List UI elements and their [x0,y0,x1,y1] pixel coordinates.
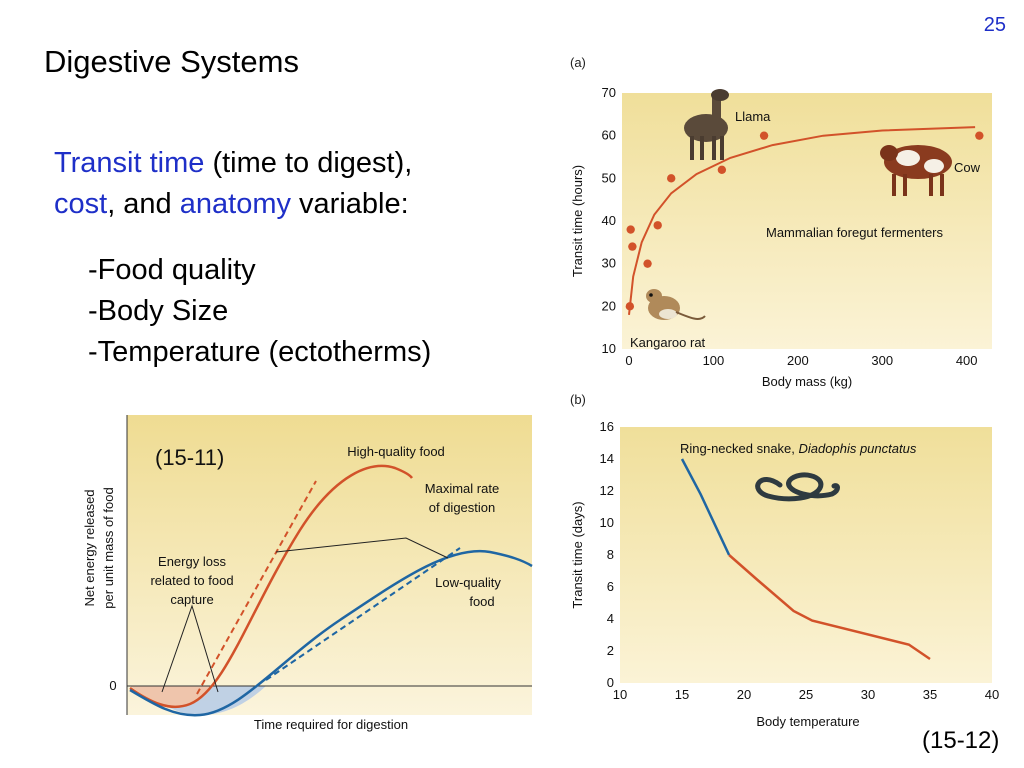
high-quality-tangent [196,480,317,695]
x-axis-label: Body temperature [756,714,859,729]
x-tick-label: 10 [613,687,627,702]
y-tick-label: 12 [600,483,614,498]
y-tick-label: 0 [607,675,614,690]
snake-icon [755,472,840,502]
transit-time-paren: (time to digest), [204,147,413,179]
bullet-item: -Temperature (ectotherms) [88,336,432,368]
high-quality-curve [129,464,414,709]
series-line-high-temp [728,554,931,661]
data-point [667,174,676,183]
x-axis-label: Time required for digestion [254,717,408,732]
kangaroo-rat-icon [646,289,706,320]
y-tick-label: 60 [602,128,616,143]
foregut-label: Mammalian foregut fermenters [766,225,944,240]
y-tick-label: 50 [602,170,616,185]
transit-time-vs-body-mass-chart: 0 100 200 300 400 10 20 30 40 50 60 70 Llama Cow Ma… [570,85,992,389]
zero-label: 0 [109,678,116,693]
max-rate-label-line1: Maximal rate [425,481,499,496]
energy-loss-label-line2: related to food [150,573,233,588]
y-tick-label: 30 [602,256,616,271]
y-axis-label-line1: Net energy released [82,489,97,606]
llama-label: Llama [735,109,771,124]
data-point [759,131,769,140]
x-tick-label: 15 [675,687,689,702]
fig-ref-15-11: (15-11) [155,445,224,470]
x-tick-label: 25 [799,687,813,702]
y-tick-label: 10 [600,515,614,530]
y-tick-label: 8 [607,547,614,562]
y-tick-label: 20 [602,298,616,313]
data-point [628,242,637,251]
energy-loss-label-line1: Energy loss [158,554,226,569]
data-point [975,131,984,140]
x-tick-label: 400 [956,353,978,368]
low-quality-label-line2: food [469,594,494,609]
y-tick-label: 10 [602,341,616,356]
x-tick-label: 35 [923,687,937,702]
high-quality-label: High-quality food [347,444,445,459]
y-axis-label: Transit time (days) [570,501,585,608]
y-tick-label: 70 [602,85,616,100]
transit-time-term: Transit time [54,147,205,179]
transit-time-vs-temperature-chart: 10 15 20 25 30 35 40 0 2 4 6 8 10 12 14 16 Ring-necked … [570,419,999,729]
x-tick-label: 0 [625,353,632,368]
y-tick-label: 2 [607,643,614,658]
snake-label: Ring-necked snake, Diadophis punctatus [680,441,917,456]
slide-title: Digestive Systems [44,44,299,79]
low-quality-label-line1: Low-quality [435,575,501,590]
data-point [653,221,662,230]
y-tick-label: 16 [600,419,614,434]
energy-loss-label-line3: capture [170,592,213,607]
x-axis-label: Body mass (kg) [762,374,852,389]
intro-text: Transit time (time to digest), cost, and… [54,143,412,225]
data-point [643,259,652,268]
anatomy-term: anatomy [179,188,291,220]
plot-background [622,93,992,349]
y-tick-label: 40 [602,213,616,228]
data-point [625,302,635,311]
max-rate-label-line2: of digestion [429,500,496,515]
y-axis-label-line2: per unit mass of food [101,487,116,608]
bullet-item: -Body Size [88,295,229,327]
energy-loss-leader [161,604,219,693]
panel-b-label: (b) [570,392,586,407]
variable-text: variable: [290,188,409,220]
kangaroo-rat-label: Kangaroo rat [630,335,706,350]
plot-background [127,415,532,715]
bullet-item: -Food quality [88,254,256,286]
max-rate-leader [275,537,449,559]
cost-term: cost [54,188,108,220]
y-axis-label: Transit time (hours) [570,165,585,277]
fig-ref-15-12: (15-12) [922,727,1000,754]
panel-a-label: (a) [570,55,586,70]
series-line-low-temp [680,458,731,556]
x-tick-label: 40 [985,687,999,702]
x-tick-label: 200 [787,353,809,368]
y-tick-label: 4 [607,611,614,626]
x-tick-label: 100 [703,353,725,368]
x-tick-label: 20 [737,687,751,702]
plot-background [620,427,992,683]
low-quality-curve [129,549,533,717]
data-point [717,165,727,174]
y-tick-label: 6 [607,579,614,594]
slide-number: 25 [983,14,1006,36]
data-point [626,225,635,234]
y-tick-label: 14 [600,451,614,466]
digestion-energy-chart: 0 (15-11) High-quality food Maximal rate… [82,415,533,732]
x-tick-label: 30 [861,687,875,702]
fit-curve [628,126,976,316]
and-text: , and [107,188,180,220]
x-tick-label: 300 [871,353,893,368]
cow-icon [880,145,952,196]
low-quality-tangent [265,547,461,681]
bullet-list: -Food quality -Body Size -Temperature (e… [88,250,431,373]
cow-label: Cow [954,160,981,175]
llama-icon [684,89,729,160]
